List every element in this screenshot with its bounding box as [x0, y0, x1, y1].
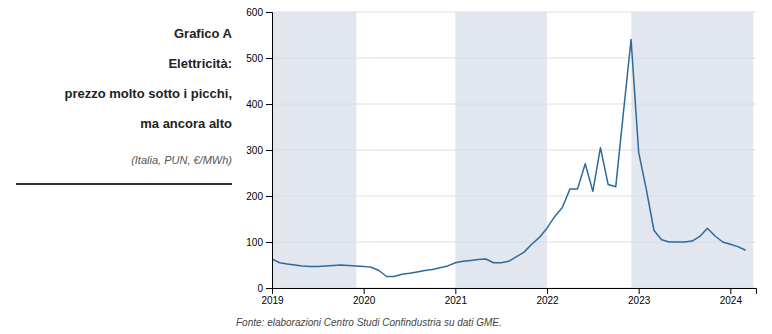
marks: [272, 12, 753, 288]
y-tick-label: 600: [246, 7, 263, 18]
y-tick-mark: [266, 150, 272, 151]
y-tick-label: 500: [246, 53, 263, 64]
divider: [16, 183, 232, 185]
shaded-region: [272, 12, 356, 288]
title-line: Elettricità:: [168, 56, 232, 71]
x-tick-label: 2024: [720, 295, 743, 306]
y-tick-label: 400: [246, 99, 263, 110]
y-tick-label: 300: [246, 145, 263, 156]
x-tick-mark: [730, 288, 731, 294]
x-tick-label: 2020: [353, 295, 376, 306]
y-tick: 200: [246, 191, 272, 202]
y-tick-mark: [266, 242, 272, 243]
x-tick: 2019: [261, 288, 284, 306]
y-tick-label: 0: [257, 283, 263, 294]
y-tick-mark: [266, 288, 272, 289]
x-axis-line: [273, 289, 757, 295]
y-tick-mark: [266, 196, 272, 197]
x-tick-mark: [364, 288, 365, 294]
y-tick: 300: [246, 145, 272, 156]
y-tick-mark: [266, 12, 272, 13]
subtitle: (Italia, PUN, €/MWh): [131, 154, 232, 166]
y-tick-mark: [266, 58, 272, 59]
plot-area: 2019 2020 2021 2022 2023 2024 0 100 200 300 400 500…: [246, 7, 756, 306]
y-tick: 500: [246, 53, 272, 64]
x-tick-label: 2019: [261, 295, 284, 306]
x-tick-mark: [639, 288, 640, 294]
title-line: Grafico A: [174, 26, 233, 41]
x-tick-label: 2023: [628, 295, 651, 306]
chart-container: 2019 2020 2021 2022 2023 2024 0 100 200 300 400 500…: [0, 0, 772, 334]
y-tick: 400: [246, 99, 272, 110]
x-tick: 2023: [628, 288, 651, 306]
y-tick: 600: [246, 7, 272, 18]
title-line: ma ancora alto: [140, 116, 232, 131]
grid: [272, 12, 756, 288]
shaded-region: [455, 12, 547, 288]
x-tick: 2021: [445, 288, 468, 306]
y-tick: 0: [257, 283, 272, 294]
title-panel: Grafico A Elettricità: prezzo molto sotto …: [16, 26, 233, 184]
x-axis: 2019 2020 2021 2022 2023 2024: [261, 288, 756, 306]
x-tick-label: 2021: [445, 295, 468, 306]
footnote: Fonte: elaborazioni Centro Studi Confind…: [236, 317, 502, 328]
x-tick: 2020: [353, 288, 376, 306]
y-tick-mark: [266, 104, 272, 105]
y-tick: 100: [246, 237, 272, 248]
title-line: prezzo molto sotto i picchi,: [64, 86, 232, 101]
x-tick: 2022: [536, 288, 559, 306]
x-tick: 2024: [720, 288, 743, 306]
y-tick-label: 200: [246, 191, 263, 202]
chart-svg: 2019 2020 2021 2022 2023 2024 0 100 200 300 400 500…: [0, 0, 772, 334]
shaded-region: [631, 12, 753, 288]
y-tick-label: 100: [246, 237, 263, 248]
line: [272, 40, 746, 277]
x-tick-mark: [455, 288, 456, 294]
y-axis-line: [266, 13, 273, 289]
y-axis: 0 100 200 300 400 500 600: [246, 7, 272, 294]
x-tick-label: 2022: [536, 295, 559, 306]
x-tick-mark: [547, 288, 548, 294]
